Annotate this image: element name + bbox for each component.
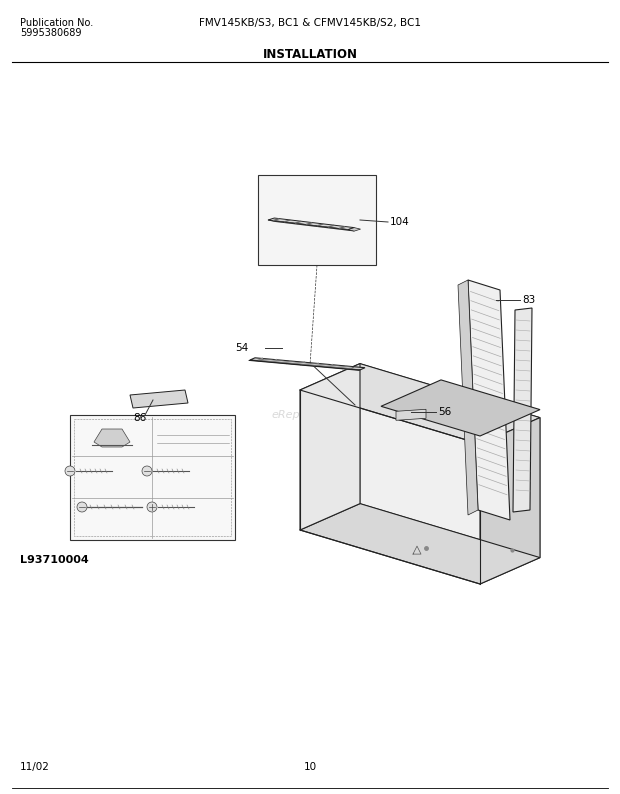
Polygon shape [480, 418, 540, 584]
Bar [258, 175, 376, 265]
Polygon shape [458, 280, 478, 515]
Polygon shape [250, 358, 365, 370]
Circle shape [142, 466, 152, 476]
Polygon shape [300, 364, 360, 530]
Circle shape [65, 466, 75, 476]
Polygon shape [300, 503, 540, 584]
Text: 11/02: 11/02 [20, 762, 50, 772]
Bar [74, 419, 231, 536]
Polygon shape [249, 360, 360, 371]
Polygon shape [468, 280, 510, 520]
Text: eReplacementParts.com: eReplacementParts.com [272, 410, 408, 420]
Text: 86: 86 [133, 413, 146, 423]
Text: 56: 56 [438, 407, 451, 418]
Text: 10: 10 [303, 762, 317, 772]
Polygon shape [130, 390, 188, 408]
Polygon shape [268, 220, 354, 231]
Circle shape [147, 502, 157, 512]
Polygon shape [381, 380, 540, 436]
Polygon shape [348, 228, 361, 231]
Polygon shape [396, 409, 426, 420]
Text: FMV145KB/S3, BC1 & CFMV145KB/S2, BC1: FMV145KB/S3, BC1 & CFMV145KB/S2, BC1 [199, 18, 421, 28]
Text: L93710004: L93710004 [20, 555, 89, 565]
Polygon shape [261, 359, 354, 368]
Polygon shape [513, 308, 532, 512]
Text: 104: 104 [390, 217, 410, 227]
Text: 5995380689: 5995380689 [20, 28, 81, 38]
Polygon shape [268, 218, 354, 229]
Bar [70, 415, 235, 540]
Polygon shape [94, 429, 130, 447]
Polygon shape [360, 364, 540, 557]
Polygon shape [300, 364, 540, 444]
Circle shape [77, 502, 87, 512]
Text: Publication No.: Publication No. [20, 18, 93, 28]
Text: 54: 54 [235, 343, 248, 353]
Text: INSTALLATION: INSTALLATION [262, 48, 358, 61]
Text: 83: 83 [522, 295, 535, 305]
